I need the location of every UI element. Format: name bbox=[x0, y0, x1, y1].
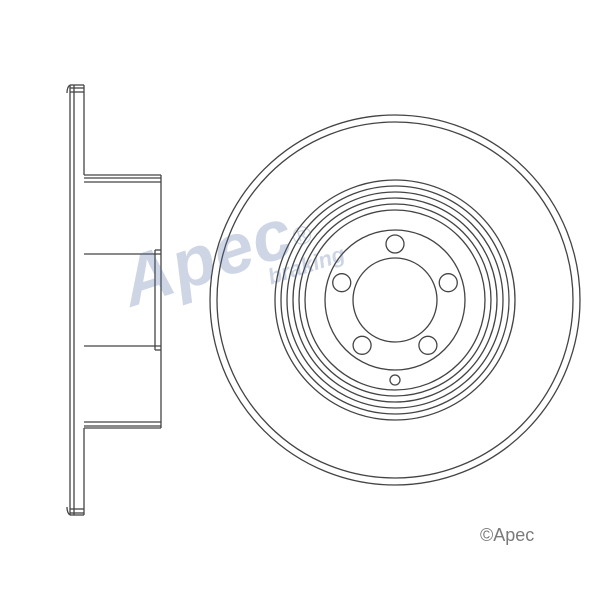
copyright-text: ©Apec bbox=[480, 525, 534, 546]
brake-disc-drawing bbox=[0, 0, 600, 600]
diagram-canvas: Apec® braking ©Apec bbox=[0, 0, 600, 600]
